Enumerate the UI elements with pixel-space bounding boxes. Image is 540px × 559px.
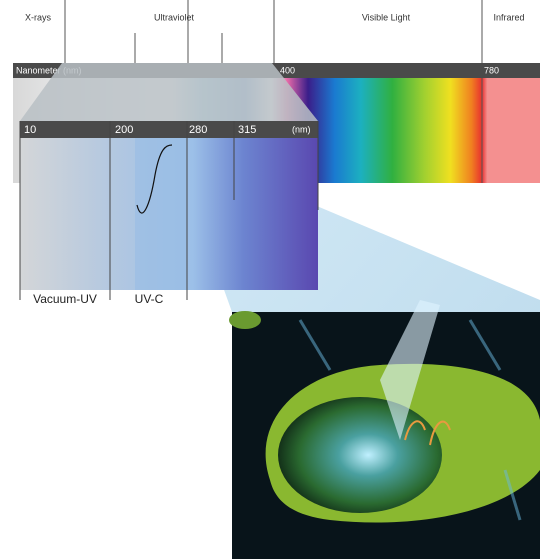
region-lines [64, 0, 483, 65]
zoom-tick: 315 [238, 124, 256, 136]
scale-tick: 400 [280, 65, 295, 75]
scale-unit: Nanometer (nm) [16, 65, 82, 75]
zoom-connector [20, 63, 318, 121]
zoom-lines [19, 121, 319, 300]
zoom-unit: (nm) [292, 124, 311, 134]
zoom-tick: 280 [189, 124, 207, 136]
zoom-scale-bar [20, 121, 318, 138]
zoom-tick: 10 [24, 124, 36, 136]
zoom-tick: 200 [115, 124, 133, 136]
bacterium-image [229, 300, 540, 559]
region-label: Infrared [493, 12, 524, 22]
region-label: Visible Light [362, 12, 411, 22]
region-label: X-rays [25, 12, 52, 22]
scale-tick: 780 [484, 65, 499, 75]
absorption-curve [136, 144, 173, 214]
uvc-highlight [135, 138, 187, 290]
band-label: UV-C [135, 292, 164, 306]
region-label: Ultraviolet [154, 12, 195, 22]
band-label: Vacuum-UV [33, 292, 97, 306]
